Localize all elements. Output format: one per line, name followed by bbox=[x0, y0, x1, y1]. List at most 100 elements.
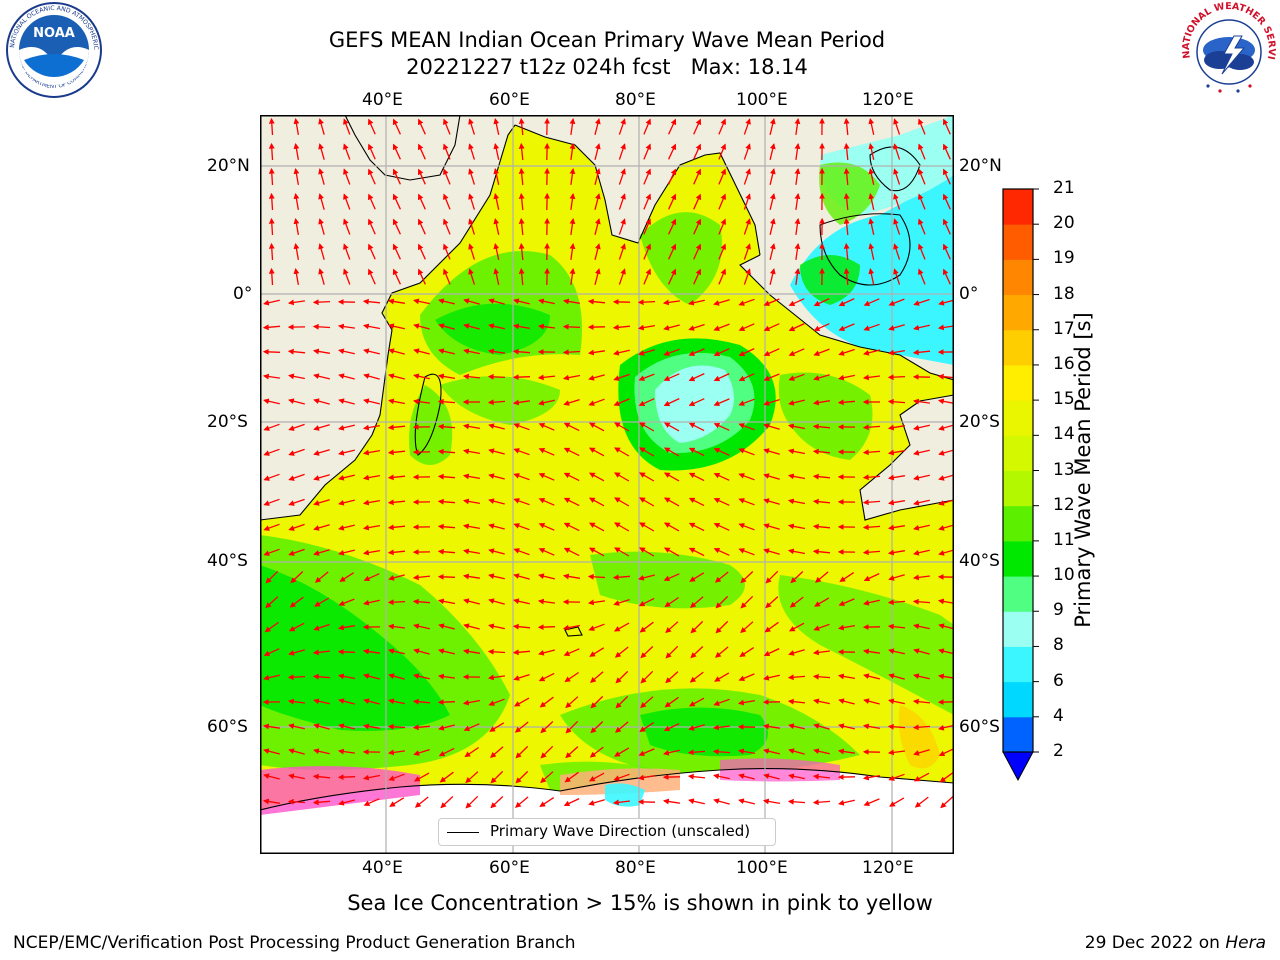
footer-date: 29 Dec 2022 on Hera bbox=[1085, 933, 1266, 953]
wave-arrow bbox=[465, 795, 479, 809]
wave-arrow bbox=[942, 118, 951, 135]
wave-arrow bbox=[262, 348, 281, 355]
wave-arrow bbox=[312, 649, 331, 656]
wave-arrow bbox=[287, 299, 305, 306]
wave-arrow bbox=[713, 522, 730, 531]
map-frame bbox=[260, 115, 954, 854]
wave-arrow bbox=[812, 773, 831, 780]
wave-arrow bbox=[762, 798, 781, 805]
wave-arrow bbox=[438, 648, 455, 655]
wave-arrow bbox=[314, 597, 330, 607]
wave-arrow bbox=[490, 770, 504, 784]
wave-arrow bbox=[338, 598, 355, 606]
wave-arrow bbox=[313, 748, 330, 755]
wave-arrow bbox=[788, 323, 805, 332]
wave-arrow bbox=[337, 624, 356, 631]
wave-arrow bbox=[338, 348, 355, 355]
wave-arrow bbox=[938, 449, 954, 456]
wave-arrow bbox=[437, 373, 456, 380]
wave-arrow bbox=[815, 571, 829, 583]
colorbar-tick-label: 16 bbox=[1053, 353, 1075, 374]
wave-arrow bbox=[443, 218, 451, 235]
wave-arrow bbox=[588, 422, 605, 432]
wave-arrow bbox=[562, 349, 581, 356]
wave-arrow bbox=[640, 670, 654, 684]
wave-arrow bbox=[392, 243, 401, 260]
wave-arrow bbox=[789, 596, 804, 608]
wave-arrow bbox=[417, 168, 426, 185]
wave-arrow bbox=[638, 349, 655, 356]
wave-arrow bbox=[540, 721, 554, 734]
wave-arrow bbox=[643, 243, 651, 260]
wave-arrow bbox=[837, 399, 856, 406]
wave-arrow bbox=[563, 398, 580, 406]
wave-arrow bbox=[462, 473, 481, 480]
wave-arrow bbox=[313, 449, 330, 456]
wave-arrow bbox=[588, 522, 605, 532]
wave-arrow bbox=[614, 422, 630, 432]
wave-arrow bbox=[663, 522, 680, 532]
wave-arrow bbox=[313, 698, 330, 705]
colorbar-segment bbox=[1003, 294, 1033, 331]
wave-arrow bbox=[569, 167, 576, 185]
wave-arrow bbox=[942, 268, 951, 285]
wave-arrow bbox=[613, 598, 630, 606]
wave-arrow bbox=[814, 597, 830, 607]
wave-arrow bbox=[794, 117, 801, 135]
wave-arrow bbox=[569, 242, 576, 260]
wave-arrow bbox=[668, 118, 677, 135]
wave-arrow bbox=[288, 498, 305, 506]
wave-arrow bbox=[888, 673, 905, 680]
wave-arrow bbox=[887, 549, 906, 556]
wave-arrow bbox=[288, 398, 305, 405]
wave-arrow bbox=[714, 672, 730, 682]
noaa-logo: NATIONAL OCEANIC AND ATMOSPHERIC ADMINIS… bbox=[2, 0, 102, 98]
wave-arrow bbox=[843, 217, 850, 236]
wave-arrow bbox=[337, 748, 355, 755]
wave-arrow bbox=[718, 193, 726, 210]
wave-arrow bbox=[788, 649, 805, 656]
wave-arrow bbox=[437, 548, 456, 555]
wave-arrow bbox=[392, 218, 401, 235]
wave-arrow bbox=[512, 623, 531, 630]
wave-arrow bbox=[362, 474, 381, 481]
wave-arrow bbox=[613, 622, 630, 632]
wave-arrow bbox=[938, 724, 954, 731]
colorbar-tick-label: 21 bbox=[1053, 178, 1075, 198]
wave-arrow bbox=[540, 745, 554, 759]
wave-arrow bbox=[639, 547, 655, 557]
wave-arrow bbox=[293, 242, 300, 261]
wave-arrow bbox=[312, 348, 331, 355]
wave-arrow bbox=[887, 424, 906, 431]
wave-arrow bbox=[563, 497, 580, 507]
wave-arrow bbox=[513, 473, 530, 481]
colorbar-tick-label: 10 bbox=[1053, 565, 1075, 586]
wave-arrow bbox=[889, 797, 905, 807]
wave-arrow bbox=[813, 323, 830, 332]
wave-arrow bbox=[313, 424, 330, 431]
wave-arrow bbox=[938, 474, 954, 481]
wave-arrow bbox=[938, 524, 954, 531]
wave-arrow bbox=[614, 447, 630, 457]
wave-arrow bbox=[743, 118, 751, 135]
chart-title: GEFS MEAN Indian Ocean Primary Wave Mean… bbox=[328, 28, 886, 52]
wave-arrow bbox=[787, 423, 806, 430]
wave-arrow bbox=[488, 473, 505, 480]
wave-arrow bbox=[490, 746, 504, 758]
wave-arrow bbox=[538, 497, 555, 506]
wave-arrow bbox=[763, 523, 780, 530]
footer-date-text: 29 Dec 2022 on bbox=[1084, 933, 1226, 953]
wave-arrow bbox=[563, 648, 580, 657]
wave-arrow bbox=[263, 773, 280, 780]
lon-label-bottom: 40°E bbox=[362, 858, 403, 878]
wave-arrow bbox=[618, 268, 626, 285]
wave-arrow bbox=[462, 648, 481, 655]
colorbar-segment bbox=[1003, 224, 1033, 260]
wave-arrow bbox=[513, 573, 530, 580]
lon-label-top: 80°E bbox=[615, 90, 656, 110]
wave-arrow bbox=[438, 323, 455, 330]
wave-arrow bbox=[743, 243, 751, 260]
wave-arrow bbox=[812, 673, 831, 680]
wave-arrow bbox=[287, 798, 306, 805]
colorbar-segment bbox=[1003, 540, 1033, 577]
